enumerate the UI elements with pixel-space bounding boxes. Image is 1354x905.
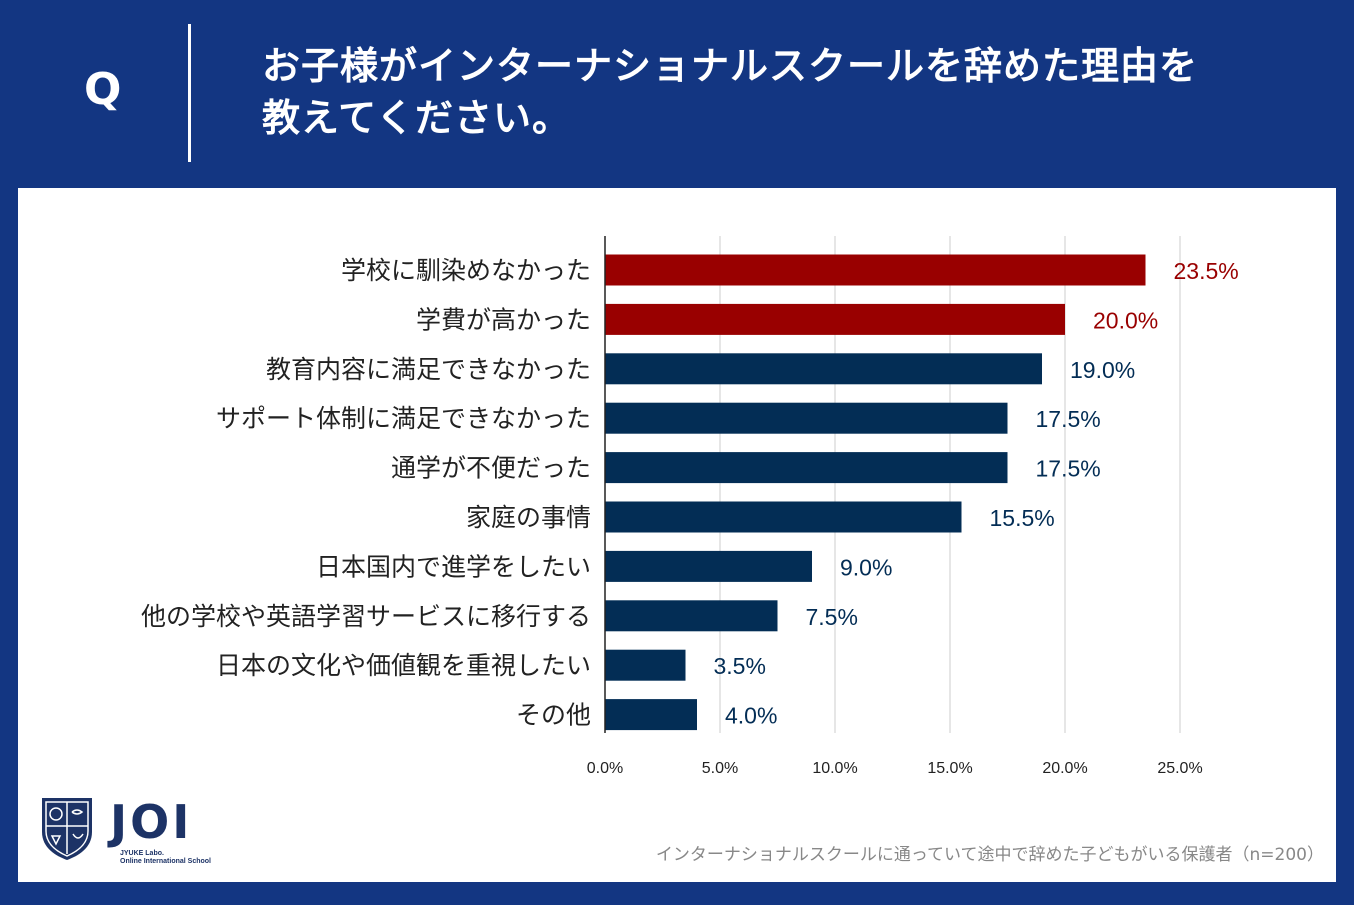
logo-subtitle-2: Online International School — [120, 858, 212, 865]
bar — [605, 402, 1008, 434]
bar — [605, 353, 1042, 385]
category-label: 学校に馴染めなかった — [341, 256, 591, 285]
bar — [605, 254, 1146, 286]
category-label: その他 — [516, 701, 591, 730]
question-text: お子様がインターナショナルスクールを辞めた理由を 教えてください。 — [262, 40, 1322, 144]
data-label: 4.0% — [725, 703, 777, 729]
question-label: Q — [84, 64, 122, 115]
question-line-2: 教えてください。 — [262, 96, 571, 140]
data-label: 17.5% — [1036, 456, 1101, 482]
bar — [605, 501, 962, 533]
x-tick-label: 25.0% — [1157, 760, 1202, 777]
data-label: 20.0% — [1093, 307, 1158, 333]
x-tick-label: 15.0% — [927, 760, 972, 777]
footnote: インターナショナルスクールに通っていて途中で辞めた子どもがいる保護者（n=200… — [655, 845, 1324, 865]
bar — [605, 550, 812, 582]
x-tick-label: 5.0% — [702, 760, 738, 777]
bar-chart: 学校に馴染めなかった 23.5% 学費が高かった 20.0% 教育内容に満足できなかった… — [141, 236, 1239, 777]
bar — [605, 699, 697, 731]
category-label: 家庭の事情 — [466, 503, 591, 532]
category-label: サポート体制に満足できなかった — [216, 404, 591, 433]
data-label: 17.5% — [1036, 406, 1101, 432]
category-label: 学費が高かった — [416, 305, 591, 334]
x-tick-label: 0.0% — [587, 760, 623, 777]
category-label: 他の学校や英語学習サービスに移行する — [141, 602, 591, 631]
category-label: 教育内容に満足できなかった — [266, 355, 591, 384]
logo-wordmark: JOI — [110, 795, 193, 849]
header-divider — [188, 24, 191, 162]
logo-subtitle-1: JYUKE Labo. — [120, 850, 164, 857]
bar — [605, 600, 778, 632]
data-label: 23.5% — [1174, 258, 1239, 284]
bar — [605, 303, 1065, 335]
school-crest-icon — [42, 798, 92, 860]
joi-logo: JOI JYUKE Labo. Online International Sch… — [38, 794, 238, 865]
bar — [605, 452, 1008, 484]
data-label: 3.5% — [714, 653, 766, 679]
data-label: 7.5% — [806, 604, 858, 630]
x-tick-label: 10.0% — [812, 760, 857, 777]
data-label: 15.5% — [990, 505, 1055, 531]
data-label: 9.0% — [840, 554, 892, 580]
data-label: 19.0% — [1070, 357, 1135, 383]
category-label: 日本国内で進学をしたい — [316, 552, 591, 581]
question-line-1: お子様がインターナショナルスクールを辞めた理由を — [262, 44, 1199, 88]
bar — [605, 649, 686, 681]
category-label: 通学が不便だった — [391, 454, 591, 483]
category-label: 日本の文化や価値観を重視したい — [216, 651, 591, 680]
chart-panel: 学校に馴染めなかった 23.5% 学費が高かった 20.0% 教育内容に満足できなかった… — [18, 188, 1336, 882]
x-tick-label: 20.0% — [1042, 760, 1087, 777]
